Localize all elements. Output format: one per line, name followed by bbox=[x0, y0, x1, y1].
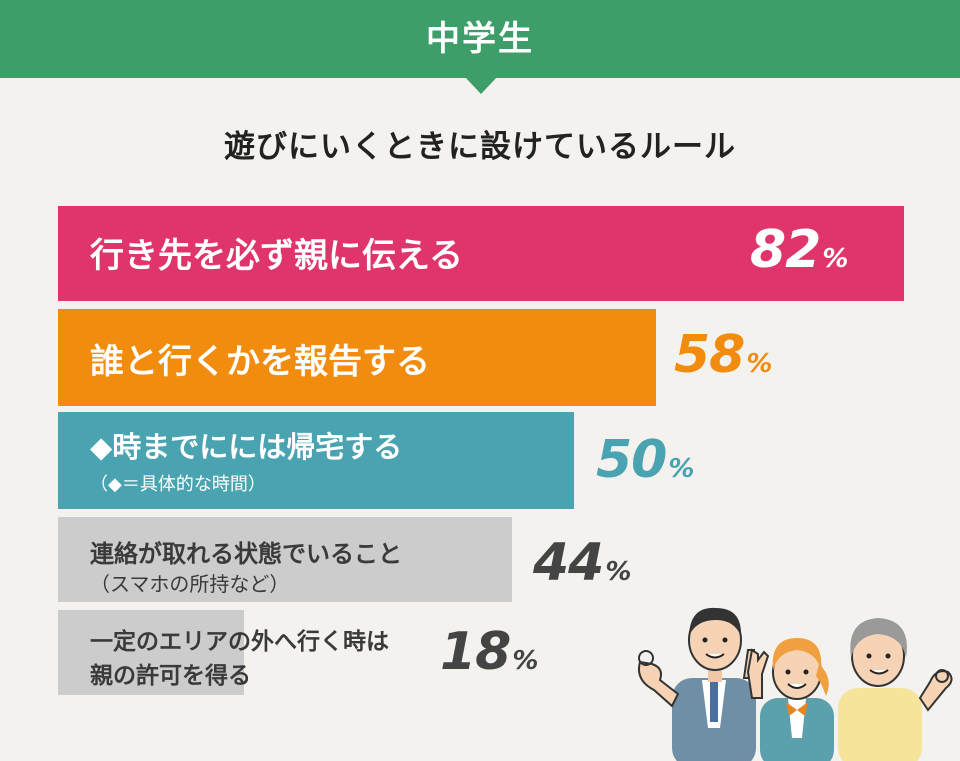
header-title: 中学生 bbox=[426, 19, 534, 59]
value-number: 44 bbox=[533, 533, 604, 593]
value-number: 82 bbox=[750, 220, 821, 280]
value-unit: % bbox=[822, 244, 849, 274]
bar-destination bbox=[58, 206, 904, 301]
bar-label-curfew: ◆時までにには帰宅する bbox=[90, 430, 403, 464]
value-unit: % bbox=[668, 454, 695, 484]
bar-label-area-permission: 一定のエリアの外へ行く時は bbox=[90, 629, 389, 655]
value-unit: % bbox=[512, 646, 539, 676]
header-banner bbox=[0, 0, 960, 78]
value-number: 50 bbox=[596, 430, 667, 490]
value-number: 18 bbox=[440, 622, 511, 682]
value-label-area-permission: 18% bbox=[440, 622, 538, 682]
bar-companions bbox=[58, 309, 656, 406]
value-unit: % bbox=[605, 557, 632, 587]
people-illustration bbox=[638, 607, 953, 761]
bar-reachable bbox=[58, 517, 512, 602]
bar-area-permission bbox=[58, 610, 244, 695]
man-figure bbox=[638, 607, 756, 761]
value-unit: % bbox=[746, 349, 773, 379]
chart-title: 遊びにいくときに設けているルール bbox=[224, 129, 736, 165]
value-label-destination: 82% bbox=[750, 220, 848, 280]
bar-label-reachable: 連絡が取れる状態でいること bbox=[90, 540, 402, 568]
value-number: 58 bbox=[674, 325, 745, 385]
bar-label-companions: 誰と行くかを報告する bbox=[90, 342, 430, 382]
value-label-reachable: 44% bbox=[533, 533, 631, 593]
woman-figure bbox=[838, 618, 953, 761]
bar-curfew bbox=[58, 412, 574, 509]
bar-label-area-permission-line2: 親の許可を得る bbox=[90, 663, 251, 689]
bar-note-reachable: （スマホの所持など） bbox=[90, 572, 290, 596]
girl-figure bbox=[746, 638, 834, 761]
value-label-companions: 58% bbox=[674, 325, 772, 385]
header-pointer bbox=[464, 76, 498, 94]
value-label-curfew: 50% bbox=[596, 430, 694, 490]
bar-label-destination: 行き先を必ず親に伝える bbox=[90, 236, 463, 276]
bar-note-curfew: （◆＝具体的な時間） bbox=[90, 474, 266, 495]
